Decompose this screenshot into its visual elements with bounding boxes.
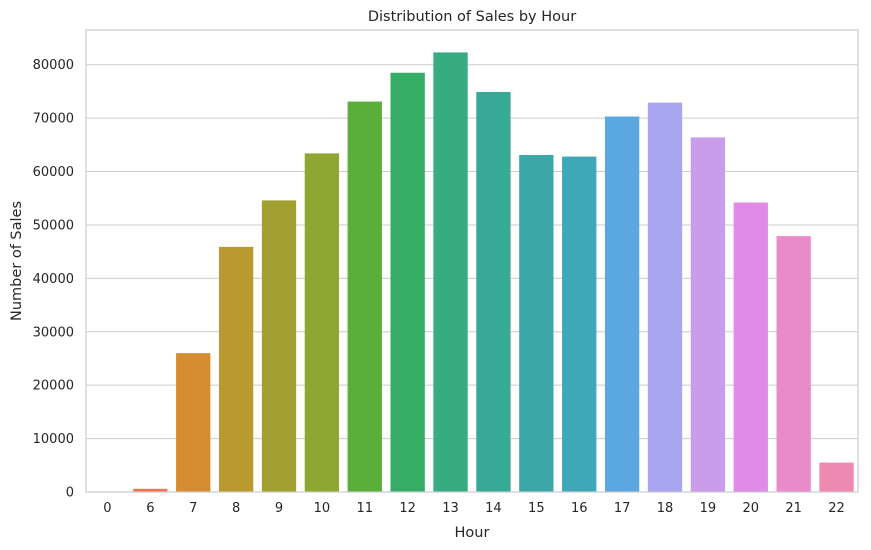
y-axis-ticks: 0 10000 20000 30000 40000 50000 60000 70000 8000… [33,58,74,500]
x-tick-label: 15 [528,501,545,516]
y-tick-label: 30000 [33,325,74,340]
x-tick-label: 11 [357,501,374,516]
x-tick-label: 10 [314,501,331,516]
y-tick-label: 40000 [33,272,74,287]
x-tick-label: 18 [657,501,674,516]
y-tick-label: 60000 [33,165,74,180]
bar-hour-20 [733,202,768,492]
x-tick-label: 21 [785,501,802,516]
y-tick-label: 20000 [33,379,74,394]
bar-hour-14 [476,91,511,493]
bar-hour-13 [433,52,468,492]
bar-hour-21 [776,236,811,492]
y-tick-label: 10000 [33,432,74,447]
x-axis-ticks: 0 6 7 8 9 10 11 12 13 14 15 16 17 18 19 20 21 22 [103,501,845,516]
y-tick-label: 70000 [33,112,74,127]
x-tick-label: 14 [485,501,502,516]
x-tick-label: 7 [189,501,197,516]
plot-frame [85,29,859,493]
x-tick-label: 17 [614,501,631,516]
y-tick-label: 0 [66,486,74,501]
x-tick-label: 8 [232,501,240,516]
bar-hour-15 [519,154,554,492]
chart-title: Distribution of Sales by Hour [368,9,576,25]
bar-hour-8 [218,246,254,492]
x-tick-label: 16 [571,501,588,516]
x-tick-label: 12 [399,501,416,516]
bar-hour-9 [261,200,297,492]
bars [90,52,854,493]
bar-hour-10 [304,153,340,492]
x-tick-label: 13 [442,501,459,516]
bar-hour-22 [819,462,854,492]
x-tick-label: 20 [743,501,760,516]
y-tick-label: 80000 [33,58,74,73]
x-tick-label: 6 [146,501,154,516]
x-tick-label: 9 [275,501,283,516]
y-axis-label: Number of Sales [9,201,25,321]
bar-hour-11 [347,101,382,492]
bar-hour-6 [133,488,168,492]
bar-hour-18 [647,102,683,492]
bar-hour-12 [390,72,425,492]
bar-hour-17 [604,116,640,493]
y-tick-label: 50000 [33,218,74,233]
bar-hour-19 [690,137,726,492]
x-tick-label: 22 [828,501,845,516]
x-axis-label: Hour [455,525,490,541]
bar-hour-16 [562,156,597,493]
x-tick-label: 0 [103,501,111,516]
x-tick-label: 19 [700,501,717,516]
grid-lines [86,64,858,493]
bar-hour-7 [176,353,211,492]
